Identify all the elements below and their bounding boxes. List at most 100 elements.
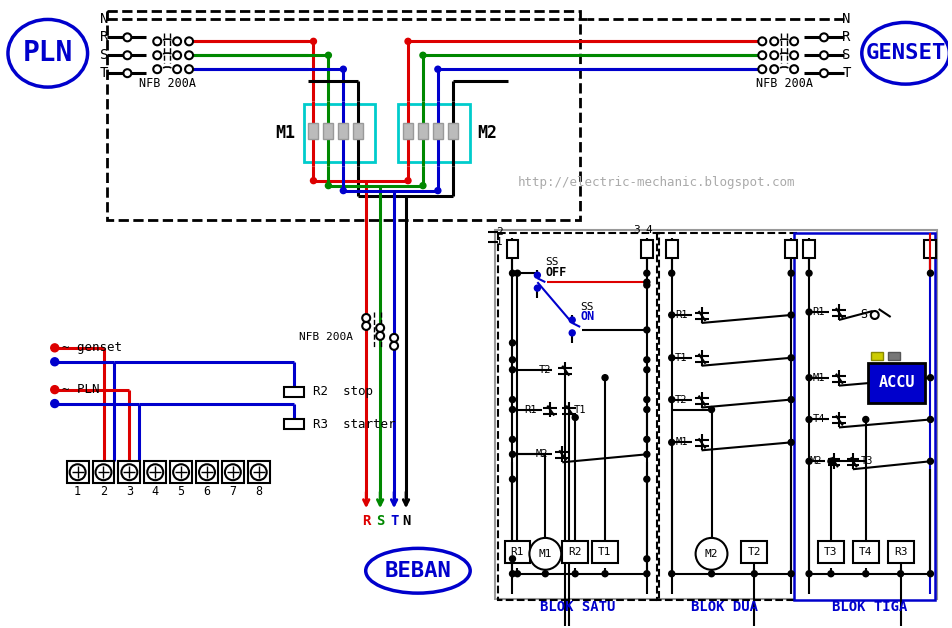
Text: R1: R1	[524, 404, 536, 414]
Circle shape	[173, 37, 181, 45]
Circle shape	[644, 327, 649, 333]
Text: R1: R1	[812, 307, 824, 317]
Circle shape	[509, 397, 515, 403]
Bar	[144, 462, 166, 483]
Bar	[170, 462, 192, 483]
Circle shape	[509, 367, 515, 372]
Text: 7: 7	[229, 485, 236, 497]
Bar	[432, 123, 443, 139]
Circle shape	[225, 464, 241, 480]
Text: 4: 4	[645, 225, 651, 236]
Circle shape	[862, 571, 868, 577]
Circle shape	[805, 416, 811, 423]
Circle shape	[185, 65, 193, 73]
Text: T3: T3	[860, 457, 872, 466]
Bar	[353, 123, 363, 139]
Circle shape	[926, 270, 932, 276]
Text: T: T	[99, 66, 108, 80]
Bar	[447, 123, 457, 139]
Text: T1: T1	[598, 547, 611, 557]
Bar	[248, 462, 269, 483]
Bar	[284, 387, 303, 397]
Text: BLOK DUA: BLOK DUA	[690, 600, 757, 614]
Circle shape	[644, 571, 649, 577]
Text: S: S	[860, 308, 867, 322]
Text: N: N	[842, 13, 850, 26]
Circle shape	[758, 51, 765, 59]
Circle shape	[509, 357, 515, 363]
Circle shape	[434, 188, 441, 193]
Circle shape	[787, 355, 793, 360]
Circle shape	[121, 464, 137, 480]
Circle shape	[707, 406, 714, 413]
Bar	[497, 234, 658, 600]
Circle shape	[199, 464, 215, 480]
Circle shape	[644, 279, 649, 285]
Bar	[403, 123, 412, 139]
Circle shape	[340, 188, 346, 193]
Text: M1: M1	[674, 437, 687, 447]
Circle shape	[789, 37, 797, 45]
Bar	[108, 11, 580, 220]
Circle shape	[509, 556, 515, 562]
Circle shape	[870, 311, 878, 319]
Circle shape	[926, 416, 932, 423]
Circle shape	[644, 476, 649, 482]
Circle shape	[644, 436, 649, 442]
Circle shape	[362, 322, 369, 330]
Text: SS: SS	[545, 257, 558, 268]
Circle shape	[787, 571, 793, 577]
Circle shape	[153, 37, 161, 45]
Circle shape	[310, 178, 316, 183]
Text: N: N	[99, 13, 108, 26]
Text: NFB 200A: NFB 200A	[139, 77, 195, 90]
Circle shape	[50, 344, 59, 352]
Text: 2: 2	[496, 227, 503, 237]
Bar	[886, 541, 913, 563]
Bar	[923, 241, 936, 258]
Circle shape	[123, 51, 131, 59]
Text: R3: R3	[893, 547, 906, 557]
Circle shape	[750, 571, 757, 577]
Text: S: S	[842, 48, 850, 62]
Circle shape	[123, 33, 131, 41]
Ellipse shape	[8, 19, 88, 87]
Circle shape	[50, 399, 59, 408]
Bar	[803, 241, 814, 258]
Circle shape	[827, 571, 833, 577]
Text: R: R	[99, 30, 108, 45]
Circle shape	[644, 452, 649, 457]
Circle shape	[568, 330, 575, 336]
Circle shape	[420, 52, 426, 58]
Circle shape	[534, 285, 540, 291]
Text: M2: M2	[704, 549, 718, 559]
Text: SS: SS	[580, 302, 593, 312]
Bar	[870, 352, 882, 360]
Circle shape	[420, 183, 426, 188]
Circle shape	[185, 51, 193, 59]
Bar	[196, 462, 218, 483]
Circle shape	[644, 357, 649, 363]
Text: N: N	[402, 514, 409, 528]
Text: T: T	[842, 66, 850, 80]
Circle shape	[668, 440, 674, 445]
Circle shape	[509, 476, 515, 482]
Circle shape	[695, 538, 726, 570]
Circle shape	[787, 397, 793, 403]
Circle shape	[787, 312, 793, 318]
Circle shape	[185, 37, 193, 45]
Text: R3  starter: R3 starter	[313, 418, 395, 431]
Bar	[118, 462, 140, 483]
Text: ACCU: ACCU	[878, 375, 914, 390]
Text: 5: 5	[177, 485, 185, 497]
Circle shape	[789, 65, 797, 73]
Circle shape	[758, 37, 765, 45]
Bar	[494, 230, 937, 598]
Text: T1: T1	[674, 353, 687, 363]
Bar	[640, 241, 652, 258]
Bar	[852, 541, 878, 563]
Circle shape	[362, 314, 369, 322]
Text: 4: 4	[151, 485, 159, 497]
Circle shape	[805, 458, 811, 464]
Bar	[418, 123, 427, 139]
